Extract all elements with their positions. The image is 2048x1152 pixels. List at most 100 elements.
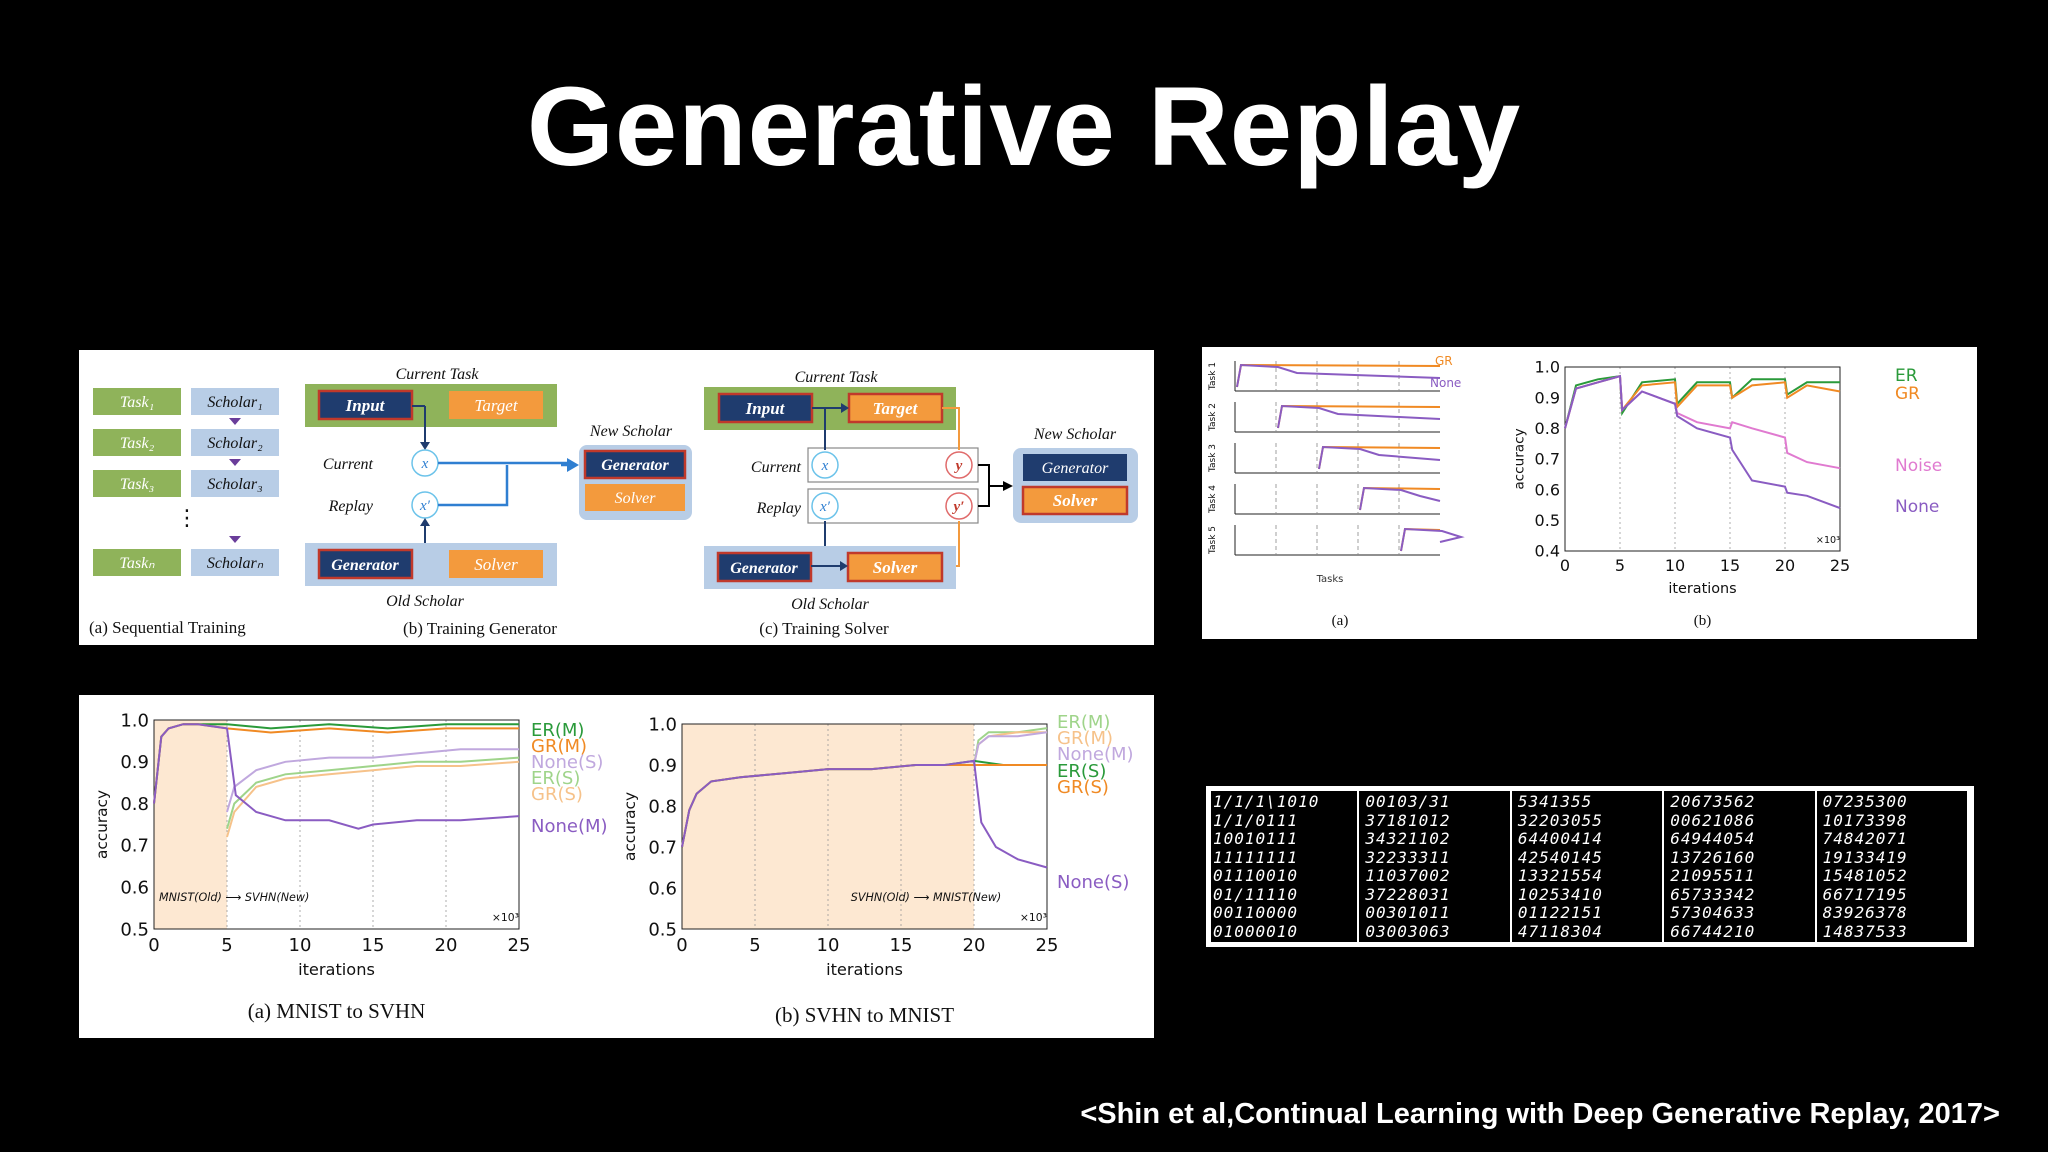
task-label: Taskₙ (119, 555, 155, 572)
task-box (93, 388, 181, 415)
annotation: MNIST(Old) ⟶ SVHN(New) (159, 891, 309, 904)
task-label: Task₃ (120, 476, 154, 493)
arrow-icon (1003, 481, 1013, 491)
x-tick-label: 5 (749, 935, 760, 956)
scholar-box (191, 388, 279, 415)
solver-box (1021, 485, 1129, 516)
x-tick-label: 0 (1560, 556, 1570, 575)
solver-box (585, 484, 685, 511)
digit-row: 37181012 (1365, 810, 1451, 830)
y-tick-label: 0.5 (648, 919, 677, 940)
y-prime-node (945, 492, 973, 520)
digit-row: 66744210 (1670, 921, 1756, 941)
digit-row: 00621086 (1670, 810, 1756, 830)
caption: (c) Training Solver (759, 619, 889, 638)
digit-row: 01/11110 (1213, 884, 1299, 904)
digit-row: 14837533 (1822, 921, 1908, 941)
series-line (1564, 375, 1840, 429)
generator-box (583, 449, 687, 480)
none-line (1359, 486, 1441, 511)
legend-label: GR(M) (1057, 728, 1113, 749)
digit-row: 07235300 (1822, 792, 1908, 811)
generator-box (1023, 454, 1127, 481)
task-box (93, 549, 181, 576)
legend-label: ER(M) (1057, 712, 1110, 733)
old-solver-box (846, 551, 944, 583)
target-label: Target (474, 396, 518, 415)
legend-label: GR(M) (531, 736, 587, 757)
none-line (1236, 363, 1441, 388)
row-label: Task 3 (1208, 444, 1218, 473)
caption: (a) (1332, 613, 1349, 629)
digit-row: 11037002 (1365, 866, 1451, 886)
accuracy-chart-b: 0 5 10 15 20 25 0.4 0.5 0.6 0.7 0.8 0.9 1.0 iteration… (1511, 358, 1942, 629)
digit-row: 21095511 (1670, 866, 1756, 886)
digit-block: 1/1/1\1010 1/1/0111 10010111 11111111 011100… (1211, 791, 1360, 942)
digit-row: 64944054 (1670, 829, 1756, 849)
legend-label: ER (1895, 366, 1918, 386)
x-tick-label: 25 (508, 935, 531, 956)
y-tick-label: 1.0 (648, 714, 677, 735)
current-label: Current (751, 459, 802, 476)
digit-row: 37228031 (1365, 884, 1451, 904)
replay-diagram: Task₁ Scholar₁ Task₂ Scholar₂ Task₃ Scho… (89, 366, 1138, 638)
solver-label: Solver (1053, 491, 1098, 510)
mnist-svhn-charts: 0 5 10 15 20 25 0.5 0.6 0.7 0.8 0.9 1.0 iterations ac… (93, 710, 1133, 1027)
input-label: Input (745, 399, 786, 418)
y-label: y (954, 458, 963, 474)
arrow-icon (567, 458, 579, 472)
old-scholar-label: Old Scholar (386, 593, 465, 610)
plot-frame (681, 723, 1048, 930)
y-tick-label: 0.5 (120, 919, 149, 940)
digit-row: 11111111 (1213, 847, 1299, 867)
series-line (1564, 374, 1841, 429)
digit-row: 20673562 (1670, 792, 1756, 811)
legend-label: ER(S) (531, 768, 580, 789)
series-line (226, 760, 520, 838)
x-tick-label: 20 (1775, 556, 1795, 575)
digit-row: 74842071 (1822, 829, 1908, 849)
y-tick-label: 0.8 (648, 796, 677, 817)
arrow-icon (420, 518, 430, 526)
x-tick-label: 25 (1036, 935, 1059, 956)
scholar-box (191, 549, 279, 576)
down-arrow-icon (229, 418, 241, 425)
x-multiplier: ×10³ (1816, 535, 1840, 546)
new-scholar-label: New Scholar (589, 423, 673, 440)
scholar-box (191, 470, 279, 497)
task-accuracy-charts: GR None Tasks (a) Task 1 Task 2 Task 3 Task… (1208, 354, 1942, 629)
legend-label: Noise (1895, 456, 1942, 476)
digit-sample-grid: 1/1/1\1010 1/1/0111 10010111 11111111 011100… (1211, 791, 1970, 942)
digit-row: 32203055 (1517, 810, 1603, 830)
x-tick-label: 5 (221, 935, 232, 956)
scholar-label: Scholar₃ (207, 476, 262, 493)
digit-row: 57304633 (1670, 903, 1756, 923)
digit-row: 1/1/0111 (1213, 810, 1299, 830)
digit-row: 5341355 (1517, 792, 1593, 811)
task-box (93, 470, 181, 497)
current-label: Current (323, 456, 374, 473)
x-label: x (821, 458, 829, 474)
y-tick-label: 0.4 (1535, 542, 1560, 561)
x-prime-label: x′ (419, 498, 431, 514)
row-label: Task 1 (1208, 362, 1218, 391)
y-tick-label: 1.0 (1535, 358, 1560, 377)
legend-label: GR (1435, 354, 1453, 368)
x-label: x (421, 456, 429, 472)
down-arrow-icon (229, 536, 241, 543)
old-generator-box (716, 551, 813, 583)
x-axis-label: iterations (826, 960, 903, 979)
x-multiplier: ×10³ (1020, 911, 1047, 924)
digit-row: 42540145 (1517, 847, 1603, 867)
digit-row: 01110010 (1213, 866, 1299, 886)
gr-line (1400, 527, 1441, 552)
y-tick-label: 0.7 (120, 836, 149, 857)
digit-row: 03003063 (1365, 921, 1451, 941)
x-tick-label: 20 (963, 935, 986, 956)
caption: (b) (1694, 613, 1712, 629)
digit-block: 00103/31 37181012 34321102 32233311 11037002… (1363, 791, 1512, 942)
shaded-region (154, 720, 227, 929)
digit-row: 01122151 (1517, 903, 1603, 923)
series-line (681, 759, 1048, 869)
digit-row: 10010111 (1213, 829, 1299, 849)
